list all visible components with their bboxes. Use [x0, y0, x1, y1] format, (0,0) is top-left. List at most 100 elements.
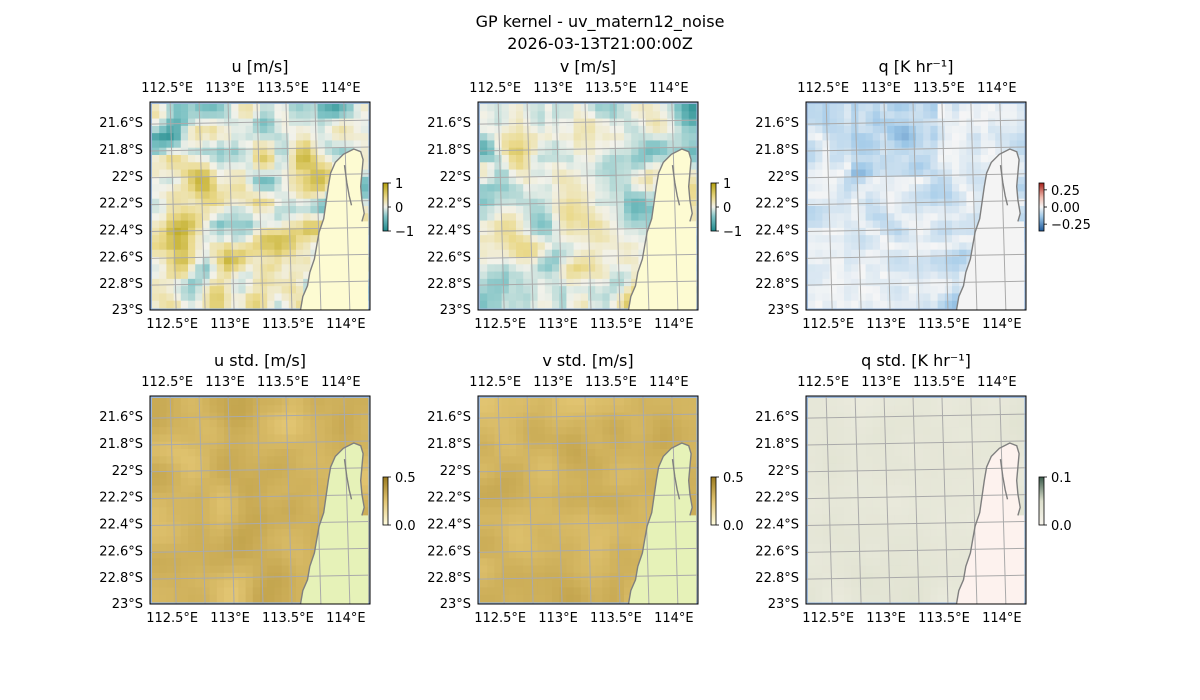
heatmap-cell	[872, 264, 881, 272]
heatmap-cell	[544, 478, 553, 486]
heatmap-cell	[638, 235, 646, 243]
heatmap-cell	[822, 169, 830, 178]
heatmap-cell	[480, 405, 488, 413]
heatmap-cell	[188, 572, 196, 581]
heatmap-cell	[224, 213, 232, 221]
heatmap-cell	[494, 227, 502, 236]
heatmap-cell	[296, 271, 304, 280]
heatmap-cell	[180, 514, 189, 523]
heatmap-cell	[188, 463, 196, 472]
heatmap-cell	[973, 434, 982, 443]
heatmap-cell	[808, 184, 816, 192]
heatmap-cell	[530, 176, 538, 185]
heatmap-cell	[260, 405, 268, 413]
heatmap-cell	[523, 169, 531, 178]
heatmap-cell	[180, 242, 189, 251]
heatmap-cell	[508, 293, 517, 302]
heatmap-cell	[159, 242, 167, 251]
heatmap-cell	[317, 500, 326, 508]
heatmap-cell	[209, 456, 218, 464]
heatmap-cell	[894, 206, 902, 214]
heatmap-cell	[487, 514, 495, 523]
grid-meridian	[883, 102, 891, 310]
heatmap-cell	[645, 492, 654, 501]
heatmap-cell	[580, 220, 589, 229]
heatmap-cell	[566, 405, 574, 413]
heatmap-cell	[202, 449, 210, 457]
heatmap-cell	[844, 507, 852, 515]
heatmap-cell	[638, 485, 646, 494]
heatmap-cell	[267, 500, 275, 508]
heatmap-cell	[267, 463, 275, 472]
heatmap-cell	[865, 463, 874, 472]
heatmap-cell	[822, 235, 830, 243]
heatmap-cell	[166, 140, 174, 149]
heatmap-cell	[480, 198, 488, 207]
heatmap-cell	[288, 449, 297, 457]
heatmap-cell	[894, 398, 902, 406]
heatmap-cell	[609, 419, 618, 428]
heatmap-cell	[681, 412, 690, 421]
heatmap-cell	[317, 198, 326, 207]
heatmap-cell	[180, 434, 189, 443]
heatmap-cell	[238, 213, 246, 221]
heatmap-cell	[815, 412, 823, 421]
heatmap-cell	[267, 521, 275, 530]
heatmap-cell	[566, 463, 574, 472]
heatmap-cell	[501, 536, 510, 545]
heatmap-cell	[180, 419, 189, 428]
heatmap-cell	[667, 125, 675, 134]
heatmap-cell	[952, 264, 960, 272]
heatmap-cell	[681, 405, 690, 413]
heatmap-cell	[944, 405, 953, 413]
heatmap-cell	[815, 271, 823, 280]
heatmap-cell	[552, 463, 560, 472]
heatmap-cell	[944, 419, 953, 428]
heatmap-cell	[616, 405, 625, 413]
heatmap-cell	[173, 191, 182, 200]
map-frame	[805, 101, 1027, 311]
heatmap-cell	[887, 125, 895, 134]
heatmap-cell	[865, 104, 874, 112]
heatmap-cell	[959, 184, 967, 192]
heatmap-cell	[995, 419, 1003, 428]
heatmap-cell	[844, 286, 852, 294]
heatmap-cell	[530, 118, 538, 127]
heatmap-cell	[872, 155, 881, 163]
heatmap-cell	[544, 507, 553, 515]
heatmap-cell	[480, 169, 488, 178]
heatmap-cell	[937, 286, 946, 294]
heatmap-cell	[274, 220, 282, 229]
heatmap-cell	[166, 485, 174, 494]
heatmap-cell	[624, 184, 632, 192]
heatmap-cell	[559, 441, 567, 450]
heatmap-cell	[624, 133, 632, 141]
heatmap-cell	[516, 169, 524, 178]
heatmap-cell	[501, 147, 510, 156]
heatmap-cell	[624, 213, 632, 221]
heatmap-cell	[494, 206, 502, 214]
heatmap-cell	[231, 558, 239, 566]
heatmap-cell	[858, 419, 866, 428]
heatmap-cell	[252, 213, 261, 221]
heatmap-cell	[267, 213, 275, 221]
heatmap-cell	[908, 220, 917, 229]
heatmap-cell	[851, 147, 859, 156]
heatmap-cell	[815, 220, 823, 229]
heatmap-cell	[180, 111, 189, 119]
y-tick-label: 22.2°S	[99, 491, 143, 506]
map-area	[806, 102, 1026, 310]
heatmap-cell	[588, 242, 596, 251]
heatmap-cell	[880, 507, 888, 515]
heatmap-cell	[822, 293, 830, 302]
y-tick-label: 22°S	[440, 170, 471, 185]
heatmap-cell	[559, 235, 567, 243]
heatmap-cell	[516, 412, 524, 421]
heatmap-cell	[501, 572, 510, 581]
heatmap-cell	[346, 427, 354, 435]
heatmap-cell	[930, 191, 938, 200]
heatmap-cell	[631, 521, 639, 530]
heatmap-cell	[822, 264, 830, 272]
heatmap-cell	[872, 257, 881, 265]
heatmap-cell	[865, 398, 874, 406]
